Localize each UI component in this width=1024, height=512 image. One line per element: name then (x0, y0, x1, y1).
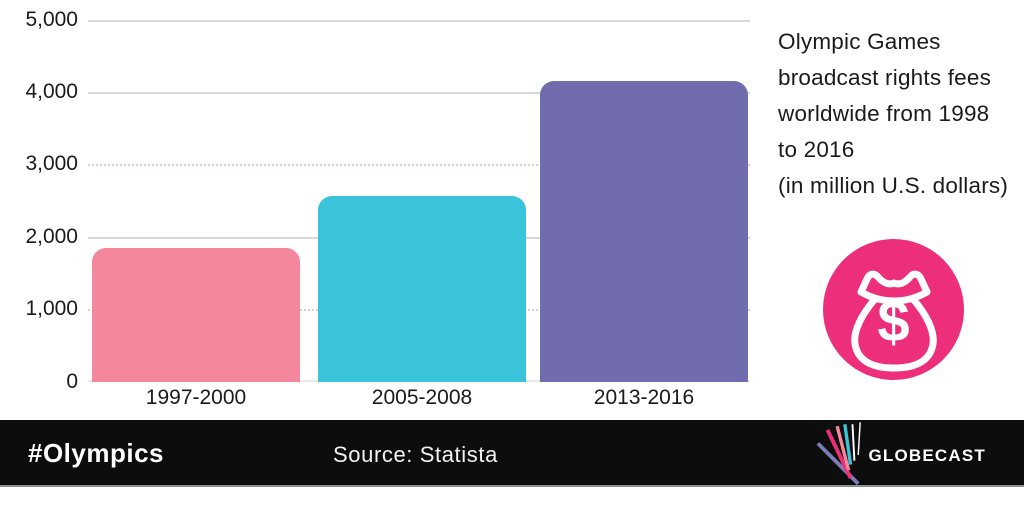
y-tick-1000: 1,000 (25, 297, 78, 320)
y-tick-3000: 3,000 (25, 152, 78, 175)
y-tick-0: 0 (66, 370, 78, 393)
globecast-fan-icon (817, 421, 862, 485)
x-tick-1997-2000: 1997-2000 (145, 386, 247, 409)
brand-name: GLOBECAST (868, 445, 986, 465)
svg-text:$: $ (877, 289, 909, 354)
bar-chart-plot-area (88, 20, 750, 382)
globecast-logo: GLOBECAST (816, 420, 986, 487)
money-badge: $ (823, 239, 964, 380)
footer-bar: #Olympics Source: Statista GLOBECAST (0, 420, 1024, 487)
x-tick-2005-2008: 2005-2008 (371, 386, 473, 409)
x-tick-2013-2016: 2013-2016 (593, 386, 695, 409)
gridline-5000 (88, 20, 750, 22)
gridline-3000 (88, 164, 750, 166)
gridline-4000 (88, 92, 750, 94)
y-tick-5000: 5,000 (25, 8, 78, 31)
source-label: Source: Statista (333, 442, 498, 467)
y-tick-2000: 2,000 (25, 225, 78, 248)
chart-title-annotation: Olympic Games broadcast rights fees worl… (778, 29, 1009, 198)
hashtag-label: #Olympics (28, 438, 165, 468)
y-tick-4000: 4,000 (25, 80, 78, 103)
bar-2013-2016 (540, 81, 748, 382)
bar-1997-2000 (92, 248, 300, 382)
bar-2005-2008 (318, 196, 526, 382)
money-bag-icon: $ (823, 239, 964, 380)
